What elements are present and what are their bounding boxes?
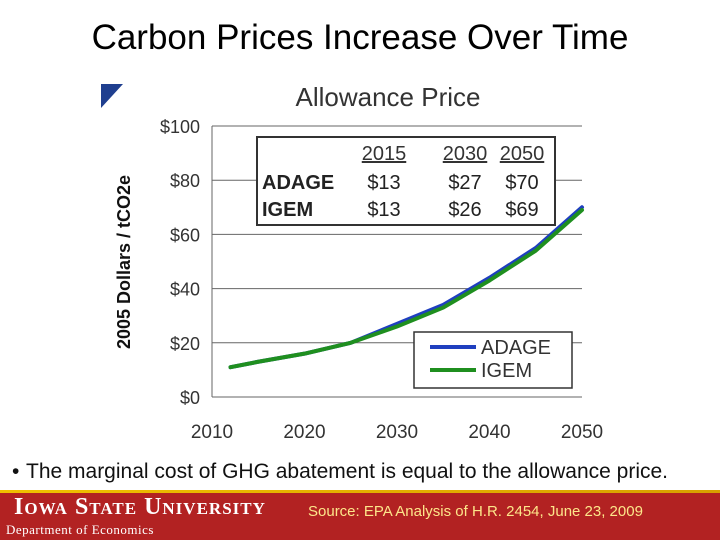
legend-label-adage: ADAGE: [481, 337, 551, 359]
bullet-text: The marginal cost of GHG abatement is eq…: [26, 460, 668, 483]
inset-table-cell: $13: [367, 172, 400, 194]
y-tick-label: $60: [170, 225, 200, 245]
inset-table-cell: $69: [505, 199, 538, 221]
y-tick-label: $80: [170, 171, 200, 191]
y-tick-label: $100: [160, 117, 200, 137]
y-axis-label: 2005 Dollars / tCO2e: [114, 175, 134, 349]
x-tick-label: 2020: [283, 422, 325, 443]
x-tick-labels: 2010 2020 2030 2040 2050: [191, 422, 603, 443]
inset-table-row-label: IGEM: [262, 199, 313, 221]
y-tick-label: $0: [180, 388, 200, 408]
slide-title: Carbon Prices Increase Over Time: [91, 18, 629, 57]
y-tick-label: $20: [170, 334, 200, 354]
department-name: Department of Economics: [6, 522, 154, 537]
source-citation: Source: EPA Analysis of H.R. 2454, June …: [308, 503, 643, 520]
x-tick-label: 2050: [561, 422, 603, 443]
legend-label-igem: IGEM: [481, 360, 532, 382]
inset-table-header: 2030: [443, 143, 488, 165]
x-tick-label: 2040: [468, 422, 510, 443]
inset-table-cell: $13: [367, 199, 400, 221]
legend-box: [413, 331, 573, 389]
inset-table-cell: $26: [448, 199, 481, 221]
series-lines: [228, 205, 584, 370]
legend: ADAGE IGEM: [413, 331, 573, 389]
inset-table-header: 2015: [362, 143, 407, 165]
inset-table-header: 2050: [500, 143, 545, 165]
inset-table-cell: $70: [505, 172, 538, 194]
inset-table-row-label: ADAGE: [262, 172, 334, 194]
y-tick-labels: $0 $20 $40 $60 $80 $100: [160, 117, 200, 408]
series-line-igem: [228, 208, 584, 370]
x-tick-label: 2030: [376, 422, 418, 443]
inset-table: 2015 2030 2050 ADAGE $13 $27 $70 IGEM $13 $26 $69: [256, 136, 556, 226]
bullet-dot-icon: •: [12, 460, 20, 483]
university-logo-text: Iowa State University: [14, 494, 266, 520]
corner-triangle-decoration: [101, 84, 123, 108]
x-tick-label: 2010: [191, 422, 233, 443]
inset-table-cell: $27: [448, 172, 481, 194]
bullet-point: • The marginal cost of GHG abatement is e…: [12, 460, 668, 484]
chart-title: Allowance Price: [296, 82, 481, 112]
inset-table-box: [256, 136, 556, 226]
footer-bar: [0, 490, 720, 540]
inset-table-cells: 2015 2030 2050 ADAGE $13 $27 $70 IGEM $13 $26 $69: [262, 143, 544, 221]
allowance-price-chart: Allowance Price 2005 Dollars / tCO2e $0$…: [114, 82, 603, 443]
y-tick-label: $40: [170, 280, 200, 300]
